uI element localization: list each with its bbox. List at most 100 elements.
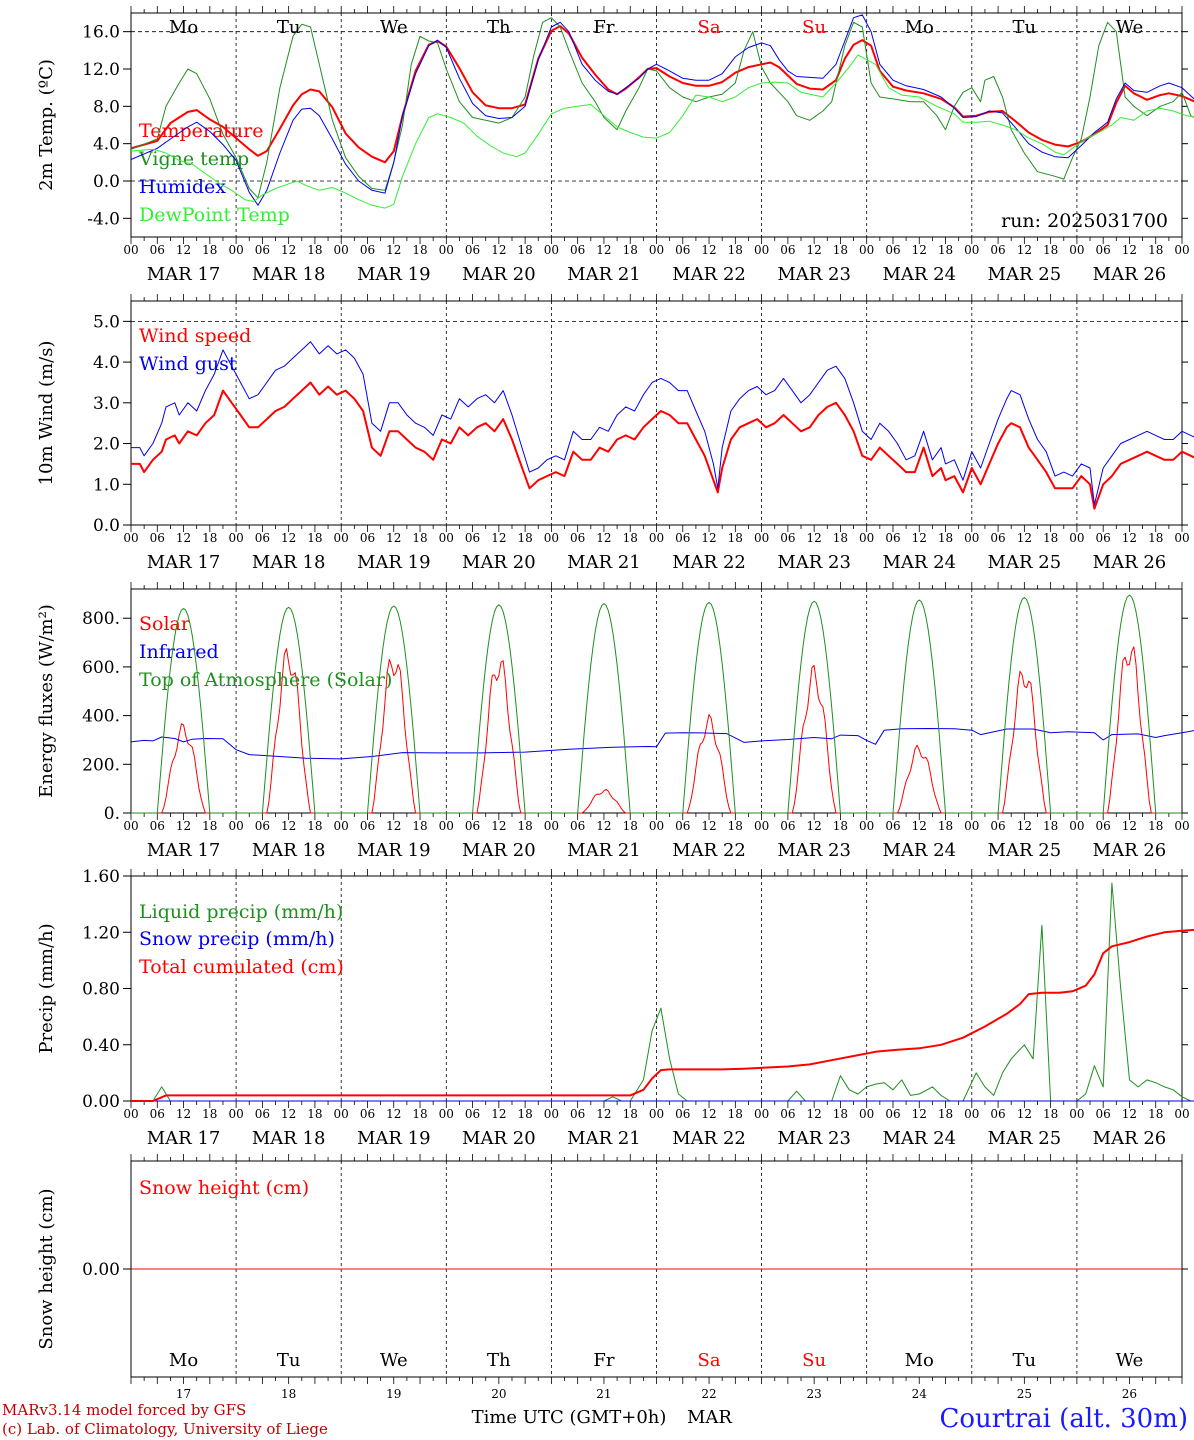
x-hour-label: 18: [1043, 1107, 1058, 1121]
x-day-label: MAR 24: [882, 264, 956, 285]
x-hour-label: 06: [465, 1107, 480, 1121]
x-hour-label: 06: [150, 243, 165, 257]
x-hour-label: 06: [780, 531, 795, 545]
x-hour-label: 06: [255, 1107, 270, 1121]
y-tick-label: 8.0: [93, 97, 120, 117]
x-day-label: MAR 26: [1093, 840, 1167, 861]
x-hour-label: 06: [465, 531, 480, 545]
run-label: run: 2025031700: [1001, 210, 1168, 232]
x-hour-label: 12: [491, 819, 506, 833]
x-hour-label: 12: [281, 531, 296, 545]
x-hour-label: 12: [807, 1107, 822, 1121]
x-hour-label: 00: [228, 819, 243, 833]
x-hour-label: 12: [1017, 1107, 1032, 1121]
x-day-label: MAR 17: [147, 552, 221, 573]
x-hour-label: 18: [938, 531, 953, 545]
x-hour-label: 18: [412, 819, 427, 833]
x-hour-label: 18: [728, 243, 743, 257]
weekday-label: Fr: [593, 1350, 614, 1371]
x-hour-label: 12: [701, 243, 716, 257]
legend-entry: Total cumulated (cm): [139, 956, 344, 978]
series-line-top-of-atmosphere-solar-: [131, 594, 1182, 814]
series-line-temperature: [130, 25, 1194, 164]
plot-frame: [130, 300, 1183, 526]
x-day-label: MAR 17: [147, 1128, 221, 1149]
x-hour-label: 00: [439, 1107, 454, 1121]
x-day-label: MAR 26: [1093, 264, 1167, 285]
x-hour-label: 12: [386, 819, 401, 833]
x-hour-label: 12: [491, 1107, 506, 1121]
x-day-label: MAR 21: [567, 840, 641, 861]
legend-entry: Liquid precip (mm/h): [139, 901, 343, 923]
x-hour-label: 18: [307, 531, 322, 545]
plot-frame: [130, 588, 1183, 814]
x-hour-label: 00: [649, 243, 664, 257]
x-hour-label: 06: [675, 819, 690, 833]
x-day-label: MAR 18: [252, 264, 326, 285]
x-day-label: MAR 19: [357, 1128, 431, 1149]
x-hour-label: 12: [596, 819, 611, 833]
x-hour-label: 18: [1043, 531, 1058, 545]
x-hour-label: 06: [675, 243, 690, 257]
weekday-label: Th: [487, 17, 511, 38]
y-tick-label: 1.60: [82, 867, 120, 887]
x-hour-label: 12: [701, 819, 716, 833]
x-hour-label: 18: [623, 819, 638, 833]
weekday-label: Mo: [905, 17, 934, 38]
y-tick-label: 0.00: [82, 1092, 120, 1112]
x-hour-label: 12: [176, 243, 191, 257]
y-tick-label: 0.0: [93, 516, 120, 536]
y-tick-label: 0.80: [82, 980, 120, 1000]
y-axis-label: Energy fluxes (W/m²): [36, 604, 57, 798]
x-hour-label: 18: [833, 1107, 848, 1121]
x-hour-label: 12: [596, 1107, 611, 1121]
x-hour-label: 12: [176, 531, 191, 545]
x-axis-title: Time UTC (GMT+0h): [472, 1407, 667, 1428]
legend-entry: Snow precip (mm/h): [139, 928, 335, 950]
x-hour-label: 06: [885, 819, 900, 833]
x-hour-label: 12: [596, 243, 611, 257]
x-hour-label: 18: [307, 819, 322, 833]
x-day-label: MAR 17: [147, 264, 221, 285]
x-hour-label: 12: [386, 1107, 401, 1121]
x-hour-label: 00: [964, 531, 979, 545]
x-hour-label: 12: [807, 531, 822, 545]
x-hour-label: 18: [202, 243, 217, 257]
y-tick-label: 3.0: [93, 394, 120, 414]
x-hour-label: 00: [228, 531, 243, 545]
x-hour-label: 12: [386, 531, 401, 545]
x-hour-label: 12: [596, 531, 611, 545]
x-hour-label: 06: [360, 531, 375, 545]
weekday-label: Tu: [1013, 1350, 1037, 1371]
x-day-label: MAR 20: [462, 1128, 536, 1149]
x-hour-label: 18: [517, 819, 532, 833]
day-number: 19: [386, 1387, 401, 1401]
x-day-label: MAR 23: [777, 552, 851, 573]
x-hour-label: 18: [1043, 243, 1058, 257]
x-hour-label: 12: [1017, 531, 1032, 545]
y-tick-label: 200.: [82, 755, 120, 775]
x-day-label: MAR 20: [462, 552, 536, 573]
legend-entry: DewPoint Temp: [139, 204, 290, 226]
y-tick-label: 0.0: [93, 172, 120, 192]
x-hour-label: 00: [439, 819, 454, 833]
series-line-liquid-precip-mm-h-: [131, 882, 1194, 1102]
y-tick-label: 600.: [82, 658, 120, 678]
x-hour-label: 12: [491, 243, 506, 257]
x-hour-label: 00: [334, 243, 349, 257]
x-hour-label: 00: [1174, 531, 1189, 545]
x-hour-label: 06: [570, 531, 585, 545]
x-hour-label: 00: [1174, 243, 1189, 257]
x-hour-label: 06: [150, 1107, 165, 1121]
x-day-label: MAR 26: [1093, 552, 1167, 573]
x-hour-label: 00: [123, 243, 138, 257]
x-hour-label: 06: [990, 531, 1005, 545]
x-hour-label: 06: [780, 819, 795, 833]
x-hour-label: 06: [570, 243, 585, 257]
x-hour-label: 12: [176, 1107, 191, 1121]
x-day-label: MAR 26: [1093, 1128, 1167, 1149]
x-hour-label: 12: [912, 819, 927, 833]
x-day-label: MAR 19: [357, 264, 431, 285]
x-hour-label: 06: [360, 243, 375, 257]
x-hour-label: 00: [544, 243, 559, 257]
